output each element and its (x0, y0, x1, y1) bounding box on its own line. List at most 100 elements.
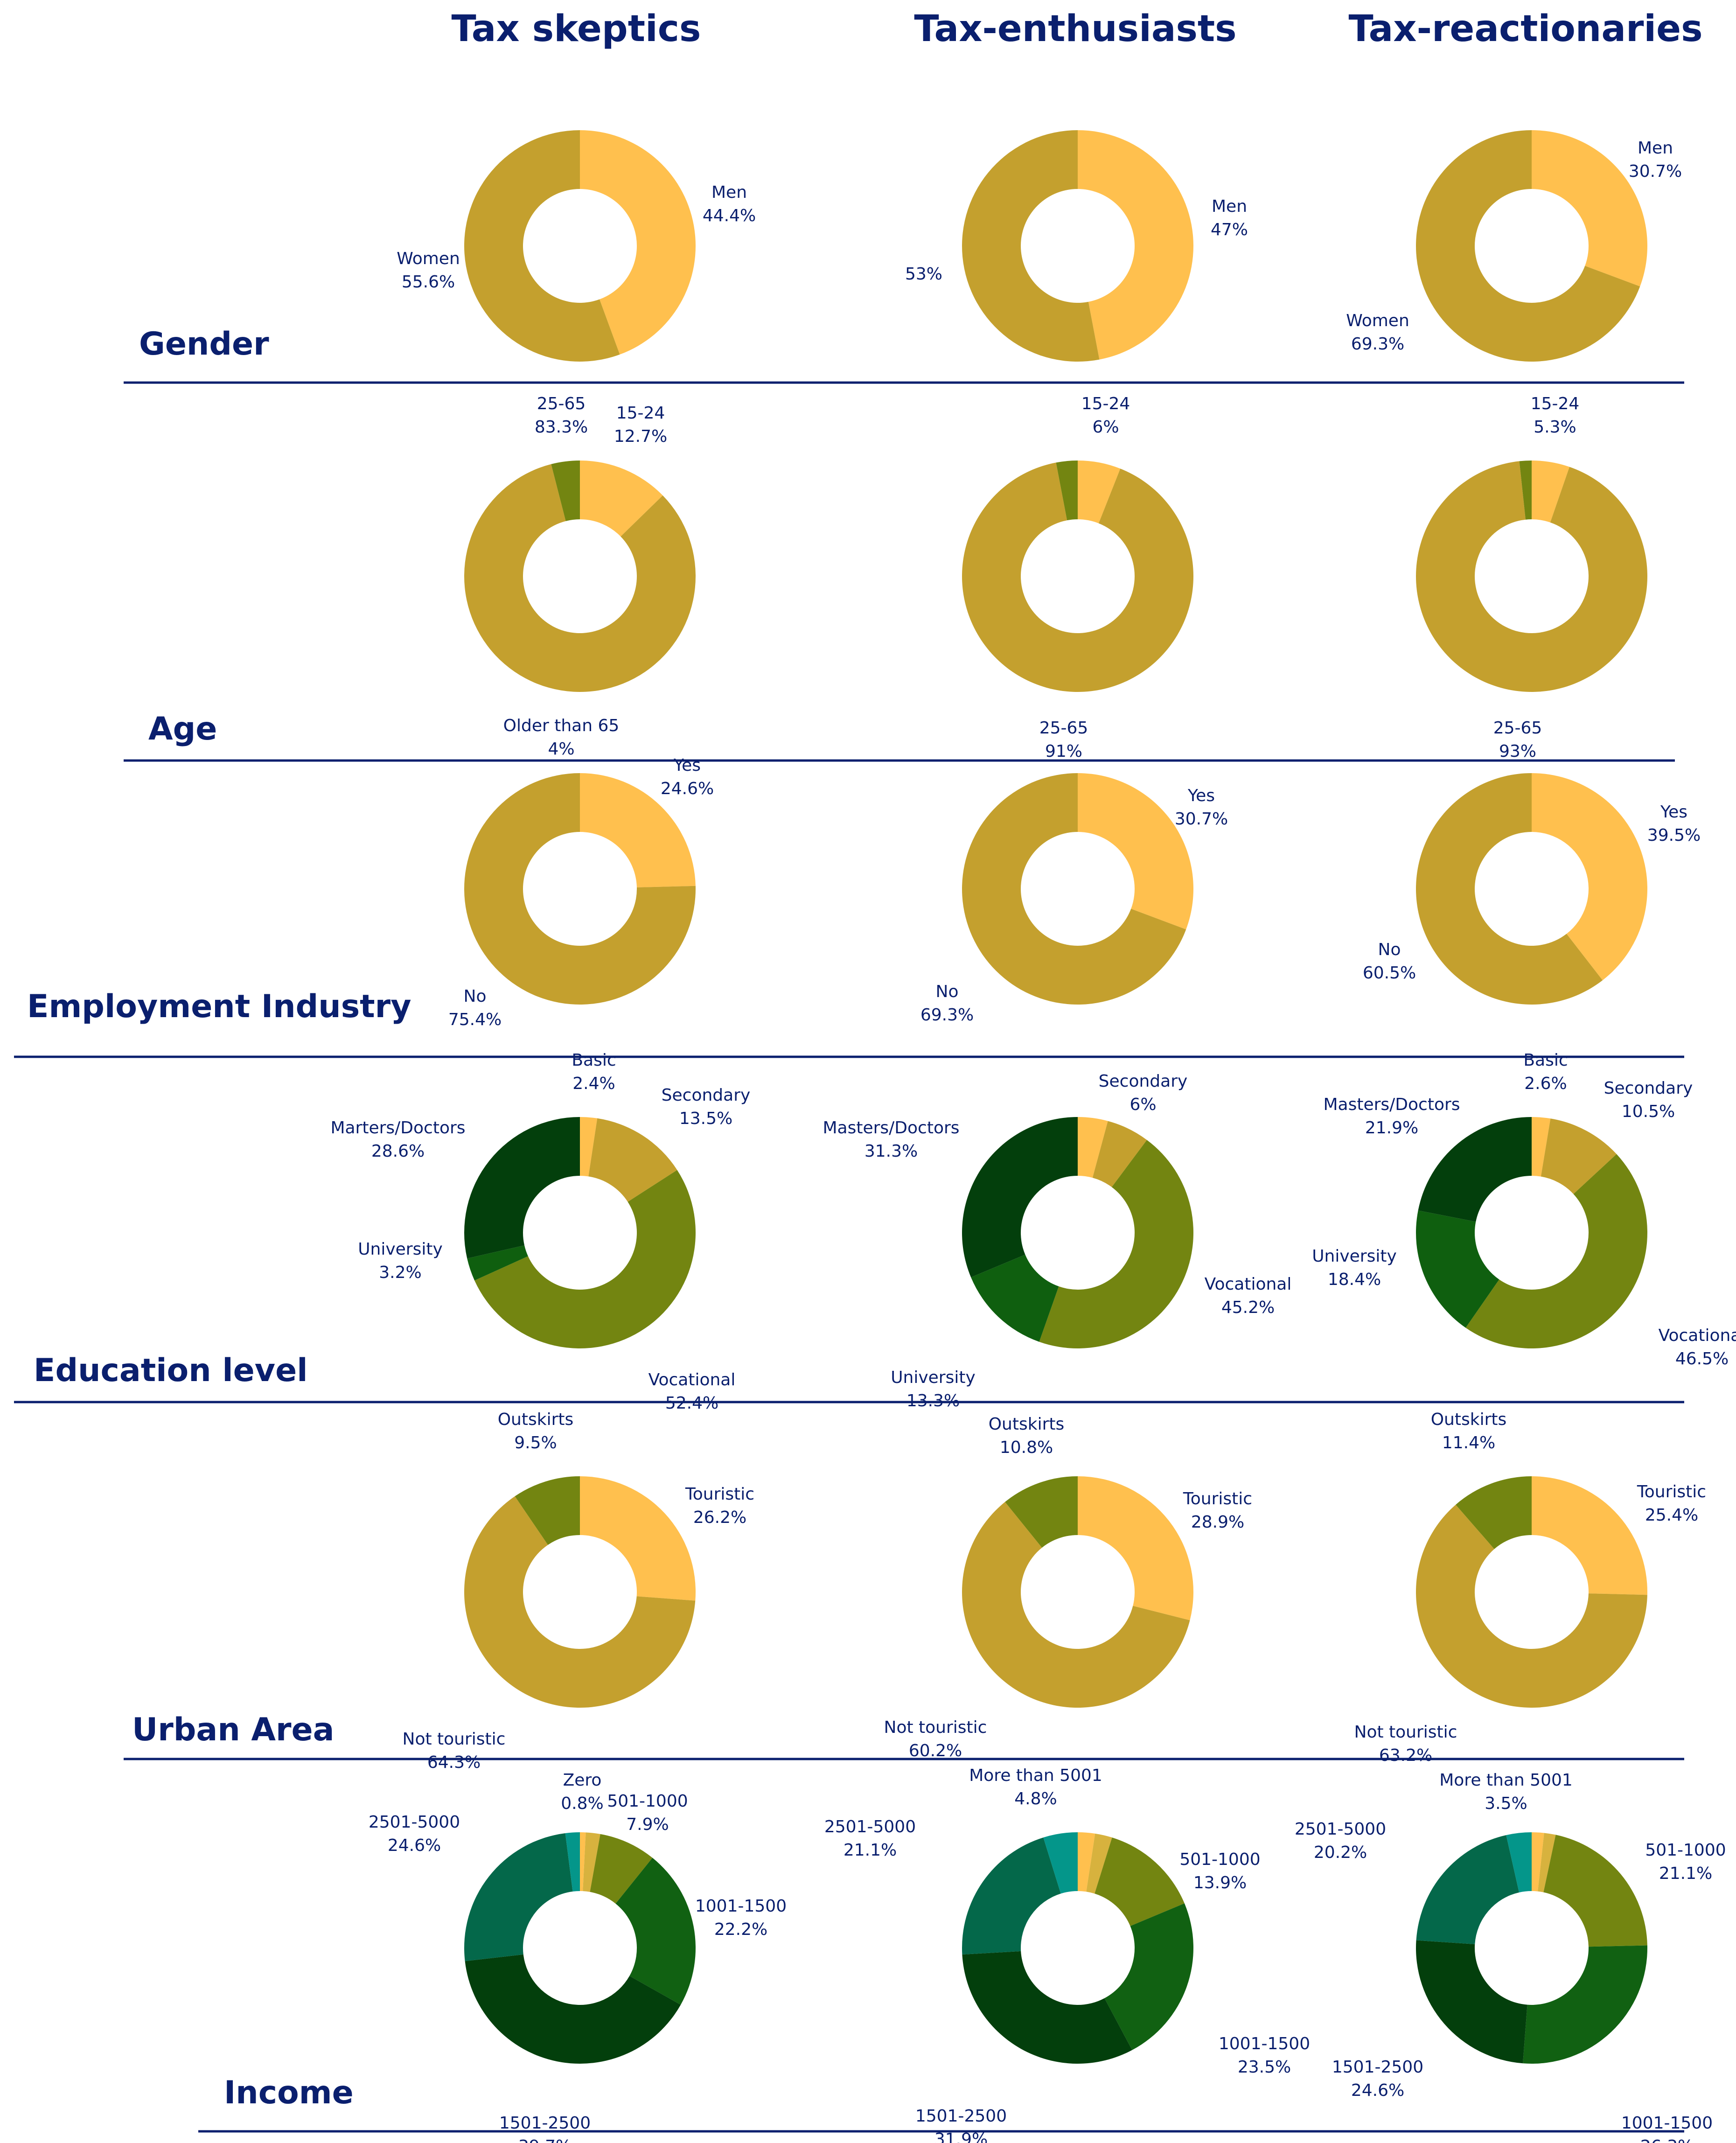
slice-label-1501-2500: 1501-2500 24.6% (1332, 2058, 1423, 2100)
slice-no (1415, 773, 1603, 1005)
slice-501-1000 (1543, 1835, 1647, 1947)
donut-employment-industry-tax-skeptics: Yes 24.6% No 75.4% (448, 756, 714, 1029)
slice-label-secondary: Secondary 10.5% (1604, 1079, 1693, 1121)
slice-1001-1500 (1104, 1903, 1193, 2050)
slice-label-501-1000: 501-1000 13.9% (1179, 1850, 1260, 1892)
donut-hole (1021, 189, 1135, 303)
donut-age-tax-enthusiasts: 15-24 6% 25-65 91% (962, 394, 1194, 761)
slice-label-no: No 75.4% (448, 987, 502, 1029)
slice-label-1001-1500: 1001-150026.3% (1621, 2114, 1713, 2143)
slice-women (962, 130, 1100, 362)
donut-employment-industry-tax-reactionaries: Yes 39.5% No 60.5% (1363, 773, 1701, 1005)
slice-university (1416, 1210, 1499, 1328)
slice-older-than-65 (551, 461, 580, 521)
donut-education-level-tax-enthusiasts: Secondary 6% Vocational 45.2% University 13.3… (823, 1072, 1291, 1410)
slice-label-1001-1500: 1001-1500 22.2% (695, 1897, 787, 1939)
slice-label-2501-5000: 2501-5000 24.6% (369, 1813, 460, 1855)
donut-hole (1021, 1891, 1135, 2005)
slice-more-than-5001 (565, 1832, 580, 1892)
slice-label-university: University 13.3% (891, 1368, 976, 1410)
slice-basic (1078, 1117, 1108, 1178)
donut-hole (523, 832, 637, 946)
slice-label-2501-5000: 2501-5000 21.1% (824, 1817, 916, 1860)
slice-1001-1500 (1523, 1945, 1647, 2064)
donut-urban-area-tax-enthusiasts: Touristic 28.9% Not touristic 60.2% Outskirt… (884, 1415, 1253, 1760)
slice-label-more-than-5001: More than 5001 3.5% (1439, 1771, 1573, 1813)
slice-label-women: Women 55.6% (397, 249, 460, 292)
row-label-income: Income (224, 2074, 354, 2111)
donut-gender-tax-reactionaries: Men 30.7% Women 69.3% (1346, 130, 1682, 362)
donut-gender-tax-skeptics: Men 44.4% Women 55.6% (397, 130, 756, 362)
slice-label-men: Men 44.4% (703, 183, 756, 225)
slice-women (464, 130, 620, 362)
slice-label-vocational: Vocational 52.4% (648, 1370, 736, 1413)
slice-501-1000 (1095, 1837, 1185, 1926)
slice-label-25-65: 25-65 91% (1039, 719, 1088, 761)
donut-hole (1475, 1891, 1589, 2005)
slice-label-university: University 18.4% (1312, 1247, 1397, 1289)
slice-older-than-65 (1056, 461, 1078, 521)
slice-label-touristic: Touristic 28.9% (1183, 1489, 1252, 1532)
donut-hole (523, 519, 637, 633)
slice-25-65 (464, 464, 696, 692)
slice-label-masters-doctors: Masters/Doctors 31.3% (823, 1118, 959, 1161)
slice-secondary (1092, 1121, 1147, 1187)
slice-older-than-65 (1519, 461, 1532, 520)
donut-hole (1475, 1176, 1589, 1290)
slice-label-women: 53% (905, 265, 942, 284)
slice-touristic (1078, 1476, 1193, 1620)
row-label-education-level: Education level (34, 1352, 308, 1389)
slice-outskirts (1456, 1476, 1532, 1549)
donut-hole (1475, 519, 1589, 633)
slice-1501-2500 (465, 1954, 681, 2064)
slice-vocational (1039, 1140, 1193, 1348)
slice-label-1501-2500: 1501-2500 31.9% (915, 2107, 1007, 2143)
slice-not-touristic (1416, 1504, 1647, 1708)
slice-label-501-1000: 501-1000 7.9% (607, 1792, 688, 1834)
slice-label-outskirts: Outskirts 11.4% (1431, 1410, 1507, 1452)
row-label-urban-area: Urban Area (132, 1711, 335, 1748)
slice-men (580, 130, 696, 355)
slice-label-masters-doctors: Masters/Doctors 21.9% (1323, 1095, 1460, 1138)
slice-label-basic: Basic 2.6% (1523, 1051, 1568, 1093)
row-label-age: Age (148, 711, 217, 747)
slice-zero (1532, 1832, 1544, 1892)
slice-zero (580, 1832, 586, 1892)
slice-1501-2500 (962, 1951, 1132, 2064)
slice-2501-5000 (464, 1833, 573, 1962)
slice-label-yes: Yes 24.6% (661, 756, 714, 798)
slice-masters-doctors (962, 1117, 1078, 1277)
slice-touristic (1532, 1476, 1647, 1595)
slice-25-65 (962, 462, 1194, 692)
slice-1-500 (1086, 1833, 1112, 1894)
slice-label-more-than-5001: More than 5001 4.8% (969, 1766, 1102, 1808)
donut-employment-industry-tax-enthusiasts: Yes 30.7% No 69.3% (920, 773, 1228, 1025)
slice-label-yes: Yes 39.5% (1647, 803, 1701, 845)
slice-not-touristic (464, 1496, 696, 1708)
slice-yes (1078, 773, 1193, 929)
donut-hole (1021, 519, 1135, 633)
slice-more-than-5001 (1506, 1832, 1532, 1892)
donut-hole (1021, 832, 1135, 946)
slice-no (962, 773, 1186, 1005)
slice-secondary (1541, 1118, 1617, 1194)
donut-hole (1475, 1535, 1589, 1649)
slice-15-24 (580, 461, 663, 537)
slice-label-15-24: 15-24 5.3% (1531, 394, 1580, 437)
slice-2501-5000 (962, 1837, 1061, 1955)
donut-hole (523, 189, 637, 303)
slice-label-outskirts: Outskirts 9.5% (498, 1410, 574, 1452)
column-title-tax-reactionaries: Tax-reactionaries (1348, 8, 1702, 50)
slice-men (1078, 130, 1193, 360)
donut-hole (523, 1891, 637, 2005)
slice-label-no: No 60.5% (1363, 940, 1416, 983)
row-label-employment-industry: Employment Industry (27, 988, 411, 1025)
slice-label-women: Women 69.3% (1346, 311, 1409, 354)
slice-masters-doctors (464, 1117, 580, 1259)
slice-1001-1500 (615, 1857, 696, 2005)
donut-hole (523, 1535, 637, 1649)
donut-age-tax-reactionaries: 15-24 5.3% 25-65 93% (1416, 394, 1647, 761)
slice-label-1001-1500: 1001-1500 23.5% (1219, 2034, 1310, 2077)
